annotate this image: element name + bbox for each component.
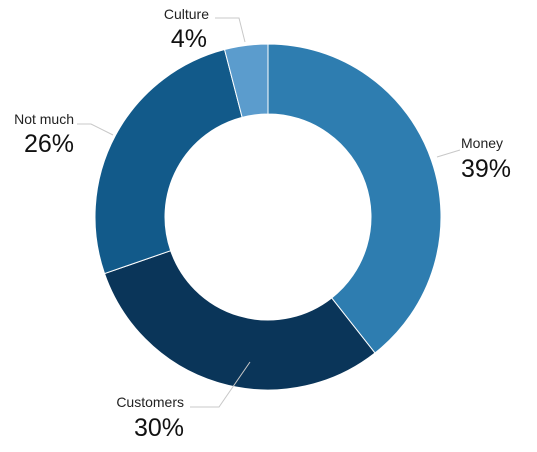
slice-label-culture: Culture [164,6,209,22]
slice-label-customers: Customers [116,394,184,410]
slice-value-money: 39% [461,155,511,183]
donut-slice-culture [223,43,269,118]
slice-value-culture: 4% [171,25,207,53]
leader-line-customers [190,361,251,408]
slice-label-money: Money [461,135,503,151]
leader-line-not-much [77,123,114,136]
slice-label-not-much: Not much [14,111,74,127]
slice-value-customers: 30% [134,414,184,442]
donut-slice-customers [103,250,376,391]
donut-slices [94,43,442,391]
donut-slice-not-much [94,48,243,275]
leader-line-money [436,149,461,158]
donut-slice-money [267,43,442,354]
leader-line-culture [215,17,246,43]
slice-value-not-much: 26% [24,130,74,158]
